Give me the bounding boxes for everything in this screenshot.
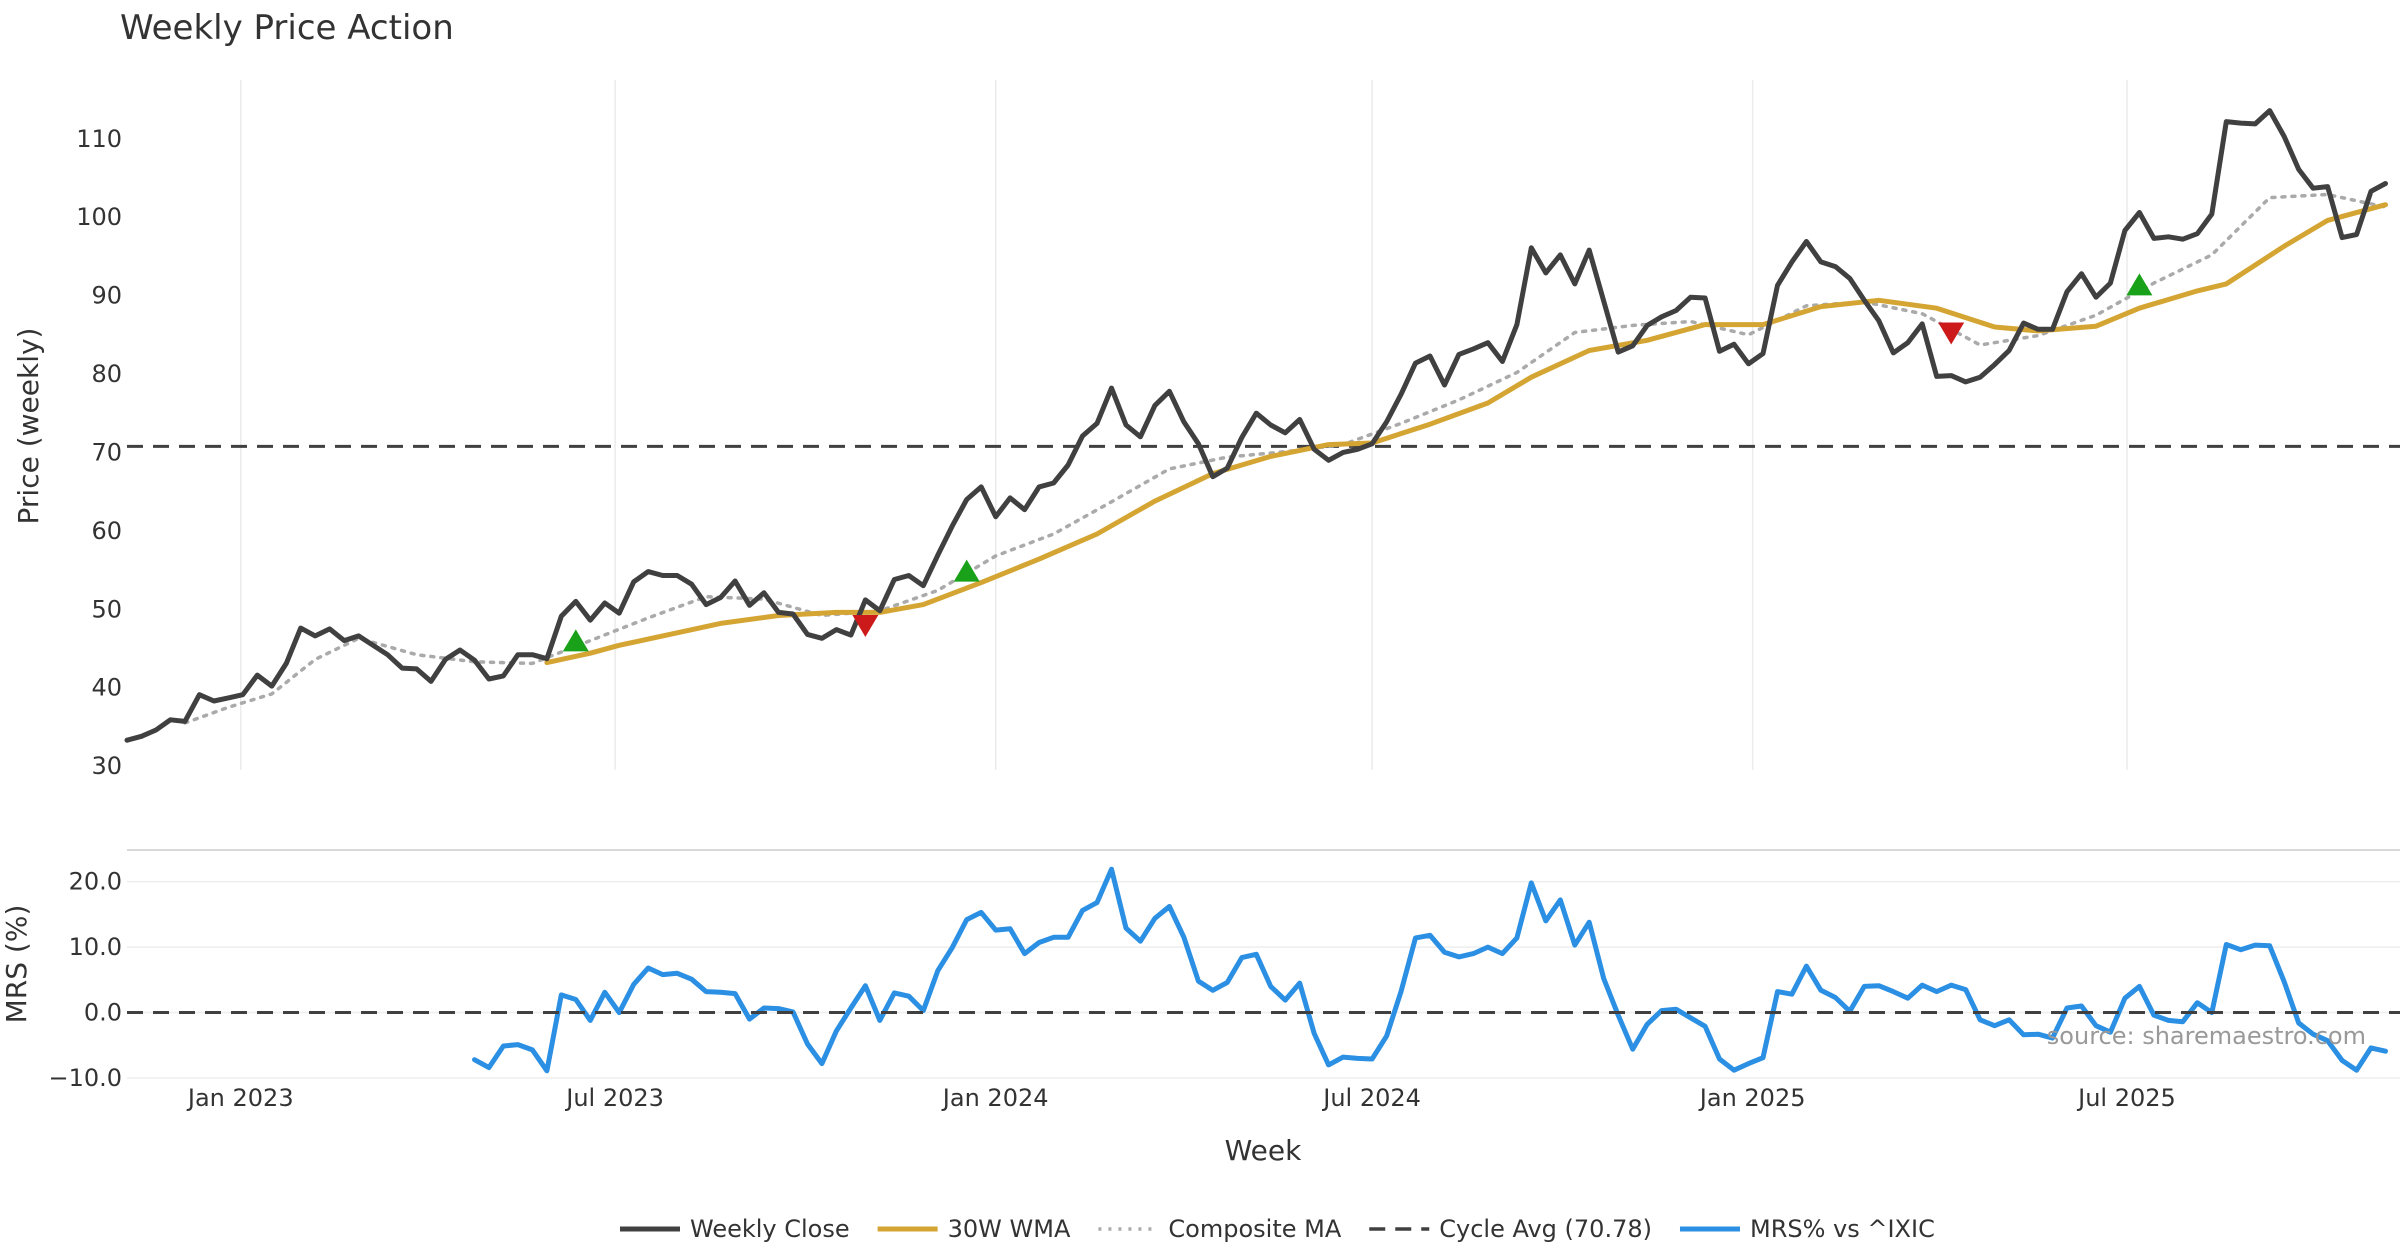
- legend-label-cycle-avg-70-78: Cycle Avg (70.78): [1439, 1215, 1652, 1243]
- legend-label-30w-wma: 30W WMA: [948, 1215, 1071, 1243]
- price-y-axis-label: Price (weekly): [12, 328, 45, 525]
- price-panel: 30 40 50 60 70 80 90 100 110 Price (weekly): [12, 80, 2400, 780]
- source-credit: source: sharemaestro.com: [2047, 1022, 2366, 1050]
- 30w-wma-line: [544, 202, 2388, 666]
- price-y-tick-label: 70: [91, 438, 122, 466]
- composite-ma-line: [183, 192, 2388, 725]
- buy-signal-marker: [2126, 273, 2153, 296]
- legend: Weekly Close 30W WMA Composite MA Cycle Avg…: [620, 1215, 1935, 1243]
- price-vertical-gridlines: [240, 80, 2128, 770]
- mrs-y-tick-label: −10.0: [48, 1064, 122, 1092]
- price-y-axis-ticks: 30 40 50 60 70 80 90 100 110: [76, 125, 122, 780]
- mrs-horizontal-gridlines: [127, 880, 2400, 1079]
- price-y-tick-label: 50: [91, 595, 122, 623]
- price-series-group: [124, 108, 2400, 743]
- x-tick-label: Jan 2025: [1698, 1084, 1806, 1112]
- x-tick-label: Jan 2024: [941, 1084, 1049, 1112]
- price-y-tick-label: 100: [76, 203, 122, 231]
- x-tick-label: Jul 2024: [1321, 1084, 1421, 1112]
- mrs-y-tick-label: 0.0: [84, 999, 122, 1027]
- chart-title: Weekly Price Action: [120, 8, 454, 48]
- x-tick-label: Jan 2023: [186, 1084, 294, 1112]
- x-tick-label: Jul 2025: [2076, 1084, 2176, 1112]
- price-y-tick-label: 60: [91, 517, 122, 545]
- price-y-tick-label: 80: [91, 360, 122, 388]
- price-y-tick-label: 110: [76, 125, 122, 153]
- weekly-close-line: [124, 108, 2388, 743]
- legend-label-composite-ma: Composite MA: [1168, 1215, 1341, 1243]
- sell-signal-marker: [852, 614, 879, 637]
- mrs-y-axis-label: MRS (%): [0, 905, 33, 1024]
- sell-signal-marker: [1938, 322, 1965, 345]
- legend-label-weekly-close: Weekly Close: [690, 1215, 850, 1243]
- price-y-tick-label: 40: [91, 674, 122, 702]
- mrs-panel: −10.0 0.0 10.0 20.0 MRS (%) Jan 2023 Jul 202…: [0, 866, 2400, 1167]
- signal-markers: [562, 273, 2153, 652]
- mrs-series-group: [127, 866, 2400, 1074]
- mrs-y-tick-label: 20.0: [69, 868, 122, 896]
- legend-label-mrs-vs-ixic: MRS% vs ^IXIC: [1750, 1215, 1935, 1243]
- x-axis-ticks: Jan 2023 Jul 2023 Jan 2024 Jul 2024 Jan 2025…: [186, 1084, 2176, 1112]
- price-y-tick-label: 90: [91, 282, 122, 310]
- x-tick-label: Jul 2023: [564, 1084, 664, 1112]
- buy-signal-marker: [953, 559, 980, 582]
- mrs-y-tick-label: 10.0: [69, 933, 122, 961]
- price-y-tick-label: 30: [91, 752, 122, 780]
- mrs-y-axis-ticks: −10.0 0.0 10.0 20.0: [48, 868, 122, 1092]
- buy-signal-marker: [562, 629, 589, 652]
- x-axis-label: Week: [1225, 1134, 1302, 1167]
